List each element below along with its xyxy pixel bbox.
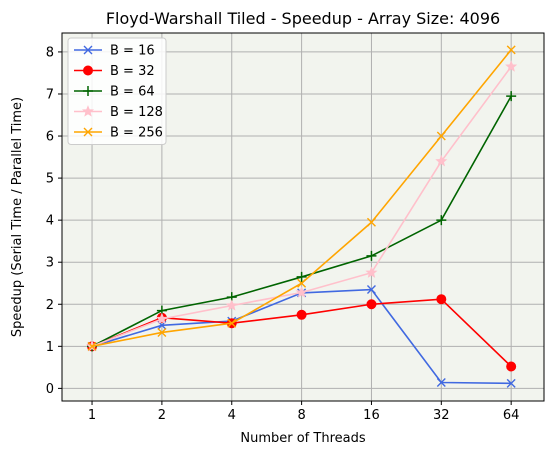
- y-tick-label: 2: [46, 298, 54, 313]
- data-point: [225, 299, 238, 311]
- data-point: [296, 309, 307, 320]
- data-point: [295, 286, 308, 298]
- y-tick-label: 4: [46, 214, 54, 229]
- data-point: [366, 250, 377, 261]
- data-point: [506, 91, 517, 102]
- x-tick-label: 32: [433, 408, 450, 423]
- legend-swatch-marker: [83, 127, 93, 137]
- legend-item: B = 16: [74, 44, 155, 59]
- x-tick-label: 1: [88, 408, 96, 423]
- legend-item: B = 64: [74, 85, 155, 100]
- y-tick-label: 0: [46, 382, 54, 397]
- plot-frame: [61, 32, 545, 402]
- y-tick-label: 8: [46, 45, 54, 60]
- x-tick-label: 4: [228, 408, 236, 423]
- axis-ticks: 1 2 4 8 16 32 64 0 1 2 3 4 5 6 7 8: [46, 45, 520, 423]
- legend-item: B = 32: [74, 64, 155, 79]
- legend-swatch-marker: [83, 45, 93, 55]
- legend-swatch-marker: [83, 65, 93, 76]
- data-point: [436, 131, 446, 141]
- series-layer: [86, 45, 518, 388]
- y-axis-label: Speedup (Serial Time / Parallel Time): [10, 97, 25, 337]
- data-point: [436, 294, 447, 305]
- legend: B = 16 B = 32 B = 64 B = 128 B = 256: [67, 37, 167, 145]
- data-point: [506, 45, 516, 55]
- data-point: [505, 60, 518, 72]
- x-tick-label: 2: [158, 408, 166, 423]
- series-3: [87, 91, 517, 352]
- data-point: [436, 215, 447, 226]
- y-tick-label: 3: [46, 256, 54, 271]
- data-point: [87, 341, 97, 351]
- data-point: [366, 217, 376, 227]
- legend-label: B = 256: [110, 126, 163, 141]
- chart-title: Floyd-Warshall Tiled - Speedup - Array S…: [106, 9, 500, 28]
- y-tick-label: 6: [46, 130, 54, 145]
- legend-label: B = 32: [110, 64, 155, 79]
- y-tick-label: 7: [46, 87, 54, 102]
- legend-label: B = 16: [110, 44, 155, 59]
- data-point: [366, 285, 376, 295]
- grid: [62, 33, 544, 401]
- data-point: [157, 327, 167, 337]
- data-point: [155, 312, 168, 325]
- legend-label: B = 64: [110, 85, 155, 100]
- data-point: [296, 271, 307, 282]
- data-point: [435, 154, 448, 167]
- series-5: [87, 45, 516, 351]
- x-tick-label: 8: [297, 408, 305, 423]
- data-point: [297, 278, 307, 288]
- x-tick-label: 64: [503, 408, 520, 423]
- legend-swatch-marker: [83, 86, 93, 96]
- x-tick-label: 16: [363, 408, 380, 423]
- data-point: [365, 266, 378, 278]
- legend-box: [67, 37, 167, 145]
- data-point: [436, 378, 446, 387]
- data-point: [366, 299, 377, 310]
- y-tick-label: 5: [46, 172, 54, 187]
- y-tick-label: 1: [46, 340, 54, 355]
- x-axis-label: Number of Threads: [240, 431, 365, 446]
- data-point: [506, 378, 516, 388]
- data-point: [506, 361, 517, 372]
- legend-swatch-marker: [81, 105, 95, 117]
- legend-item: B = 256: [74, 126, 163, 141]
- legend-label: B = 128: [110, 105, 163, 120]
- data-point: [227, 318, 237, 328]
- legend-item: B = 128: [74, 105, 163, 120]
